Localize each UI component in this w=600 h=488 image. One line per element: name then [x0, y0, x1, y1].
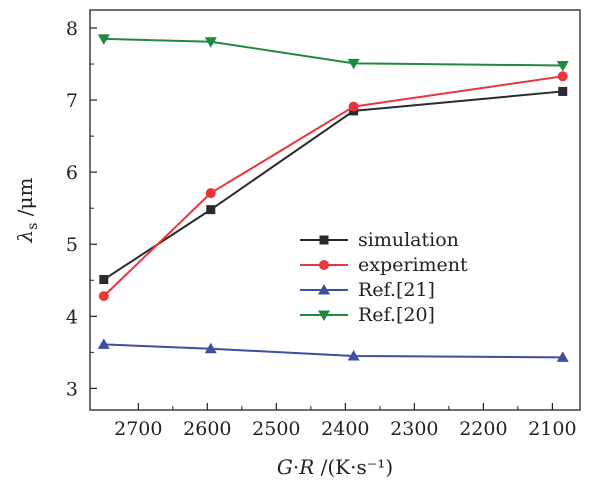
- legend-item: Ref.[21]: [300, 279, 435, 301]
- legend-label: experiment: [358, 254, 468, 276]
- data-point: [558, 86, 568, 96]
- legend-item: experiment: [300, 254, 468, 276]
- data-point: [206, 205, 216, 215]
- y-tick-label: 4: [66, 306, 78, 328]
- legend-item: simulation: [300, 229, 459, 251]
- data-point: [347, 349, 360, 361]
- data-point: [204, 342, 217, 354]
- y-tick-label: 5: [66, 234, 78, 256]
- x-tick-label: 2200: [459, 418, 507, 440]
- data-point: [204, 37, 217, 48]
- series-3: [97, 338, 569, 362]
- data-point: [99, 275, 109, 285]
- data-point: [556, 60, 569, 72]
- data-point: [97, 34, 110, 45]
- plot-frame: [89, 9, 581, 411]
- data-point: [348, 101, 359, 112]
- series-layer: [97, 34, 569, 362]
- series-4: [97, 34, 569, 72]
- series-2: [98, 71, 568, 302]
- y-tick-label: 7: [66, 90, 78, 112]
- data-point: [347, 58, 360, 70]
- y-tick-label: 8: [66, 18, 78, 40]
- y-axis-title: λs /μm: [13, 178, 41, 244]
- x-tick-label: 2700: [114, 418, 162, 440]
- legend-label: simulation: [358, 229, 459, 251]
- x-tick-label: 2500: [252, 418, 300, 440]
- series-line: [103, 37, 563, 67]
- x-tick-label: 2300: [390, 418, 438, 440]
- legend-item: Ref.[20]: [300, 304, 435, 326]
- ticks-layer: 2700 2600 2500 2400 2300 2200 2100 3 4 5 6 7 8: [66, 18, 577, 440]
- legend-label: Ref.[20]: [358, 304, 435, 326]
- y-tick-label: 3: [66, 378, 78, 400]
- data-point: [205, 188, 216, 199]
- data-point: [98, 291, 109, 302]
- data-point: [557, 71, 568, 82]
- series-line: [103, 343, 563, 359]
- legend-marker: [318, 310, 330, 321]
- series-1: [99, 86, 568, 285]
- data-point: [556, 351, 569, 362]
- x-tick-label: 2600: [183, 418, 231, 440]
- legend-label: Ref.[21]: [358, 279, 435, 301]
- legend-marker: [318, 284, 330, 295]
- x-tick-label: 2400: [321, 418, 369, 440]
- y-tick-label: 6: [66, 162, 78, 184]
- legend-marker: [319, 260, 329, 270]
- x-axis-title: G·R /(K·s⁻¹): [277, 455, 393, 479]
- series-line: [103, 75, 563, 297]
- x-tick-label: 2100: [528, 418, 576, 440]
- legend-marker: [319, 235, 329, 245]
- data-point: [97, 338, 110, 349]
- legend: simulation experiment Ref.[21] Ref.[20]: [300, 229, 468, 326]
